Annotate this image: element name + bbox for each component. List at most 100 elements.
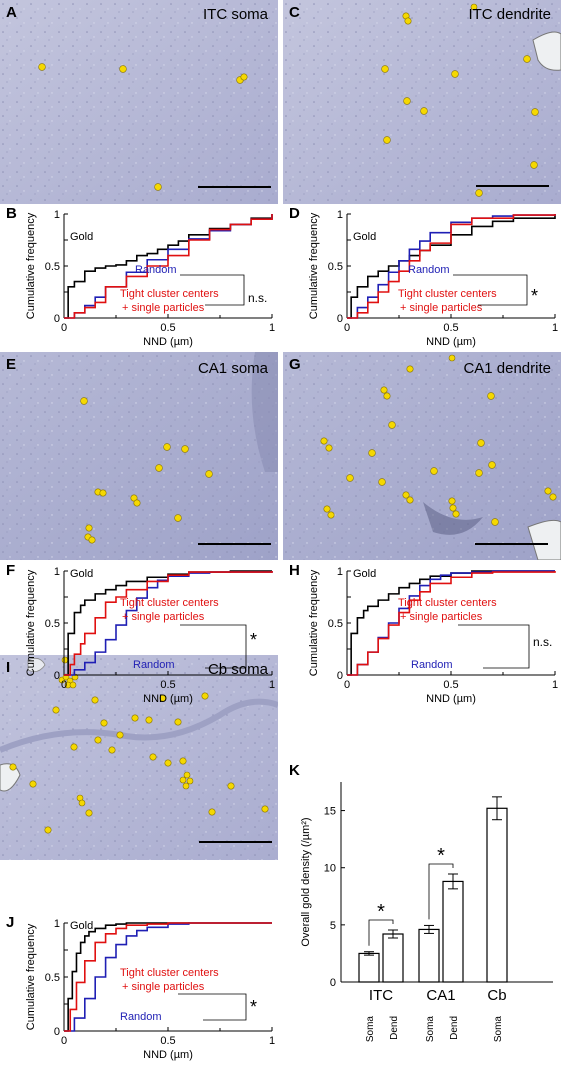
panel-title-cb-soma: Cb soma (207, 661, 268, 678)
group-label: ITC (369, 987, 393, 1004)
cdf-chart-b: B 0 0.5 1 0 0.5 1 NND (µm) Cumulative frequency… (0, 205, 278, 350)
cdf-chart-d: D 0 0.5 1 0 0.5 1 NND (µm) Cumulative frequency… (283, 205, 561, 350)
y-tick-label: 10 (324, 863, 336, 875)
y-tick-label: 5 (330, 920, 336, 932)
group-label: CA1 (426, 987, 455, 1004)
y-tick-label: 0 (54, 1026, 60, 1038)
panel-letter-f: F (6, 562, 16, 579)
x-tick-label: 0.5 (443, 679, 458, 691)
cdf-plot-d: 0 0.5 1 0 0.5 1 NND (µm) Cumulative frequency Go… (308, 209, 558, 348)
y-tick-label: 1 (54, 209, 60, 221)
panel-title-itc-dendrite: ITC dendrite (468, 6, 551, 23)
series-line-tight (64, 214, 273, 319)
micrograph-itc-dendrite: C ITC dendrite (283, 0, 561, 204)
bar-plot-k: 0 5 10 15 Overall gold density (/µm²) Soma Den… (300, 782, 553, 1043)
cdf-chart-h: H 0 0.5 1 0 0.5 1 NND (µm) Cumulative frequency… (283, 562, 561, 707)
y-tick-label: 0.5 (45, 972, 60, 984)
group-label: Cb (487, 987, 506, 1004)
significance-label: n.s. (533, 635, 552, 649)
y-tick-label: 0 (337, 670, 343, 682)
panel-letter-a: A (6, 4, 17, 21)
x-tick-label: 0 (61, 322, 67, 334)
x-tick-label: 0 (61, 1035, 67, 1047)
y-tick-label: 0.5 (328, 261, 343, 273)
significance-label: * (250, 997, 257, 1017)
bar (442, 880, 464, 983)
label-tight-1: Tight cluster centers (120, 967, 219, 979)
panel-title-ca1-dendrite: CA1 dendrite (463, 360, 551, 377)
label-random: Random (135, 264, 177, 276)
x-tick-label: 0.5 (443, 322, 458, 334)
micrograph-ca1-soma: E CA1 soma (0, 352, 278, 560)
panel-letter-b: B (6, 205, 17, 222)
x-tick-label: 0 (61, 679, 67, 691)
series-line-gold (64, 570, 272, 676)
series-line-random (347, 214, 556, 319)
category-label: Soma (365, 1016, 376, 1043)
series-line-tight (64, 922, 272, 1032)
label-tight-1: Tight cluster centers (120, 288, 219, 300)
panel-letter-g: G (289, 356, 301, 373)
y-axis-label: Cumulative frequency (25, 212, 37, 319)
significance-label: * (437, 845, 445, 867)
y-tick-label: 0 (330, 977, 336, 989)
series-line-tight (347, 214, 556, 319)
series-line-gold (64, 922, 272, 1032)
micrograph-cb-soma: I Cb soma (0, 655, 278, 860)
cdf-chart-j: J 0 0.5 1 0 0.5 1 NND (µm) Cumulative frequency… (0, 914, 278, 1063)
x-axis-label: NND (µm) (426, 336, 476, 348)
series-line-tight (347, 571, 556, 676)
significance-label: n.s. (248, 291, 267, 305)
label-gold: Gold (70, 231, 93, 243)
label-random: Random (408, 264, 450, 276)
series-line-gold (64, 214, 273, 319)
panel-title-ca1-soma: CA1 soma (197, 360, 268, 377)
significance-bracket (180, 274, 245, 306)
panel-letter-e: E (6, 356, 17, 373)
significance-label: * (250, 630, 257, 650)
gold-particles (38, 63, 248, 191)
significance-bracket (368, 919, 394, 946)
bar (382, 933, 404, 983)
y-tick-label: 0 (54, 313, 60, 325)
x-axis-label: NND (µm) (143, 1049, 193, 1061)
panel-letter-h: H (289, 562, 300, 579)
x-tick-label: 0.5 (160, 322, 175, 334)
y-tick-label: 1 (337, 566, 343, 578)
y-tick-label: 1 (337, 209, 343, 221)
panel-title-itc-soma: ITC soma (202, 6, 268, 23)
label-gold: Gold (353, 568, 376, 580)
category-label: Soma (493, 1016, 504, 1043)
x-tick-label: 0 (344, 679, 350, 691)
significance-bracket (180, 624, 247, 669)
cdf-plot-h: 0 0.5 1 0 0.5 1 NND (µm) Cumulative frequency Go… (308, 566, 558, 705)
label-tight-1: Tight cluster centers (398, 288, 497, 300)
y-axis-label: Cumulative frequency (25, 569, 37, 676)
series-line-random (64, 922, 272, 1032)
panel-letter-i: I (6, 659, 11, 676)
bar (418, 928, 440, 983)
significance-bracket (458, 624, 530, 669)
cdf-plot-f: 0 0.5 1 0 0.5 1 NND (µm) Cumulative frequency Go… (25, 566, 275, 705)
x-tick-label: 0.5 (160, 679, 175, 691)
label-tight-1: Tight cluster centers (120, 597, 219, 609)
label-gold: Gold (70, 568, 93, 580)
micrograph-ca1-dendrite: G CA1 dendrite (283, 352, 561, 560)
x-axis-label: NND (µm) (143, 693, 193, 705)
y-tick-label: 0.5 (45, 261, 60, 273)
x-tick-label: 0 (344, 322, 350, 334)
x-axis-label: NND (µm) (426, 693, 476, 705)
x-tick-label: 1 (269, 1035, 275, 1047)
y-tick-label: 0 (337, 313, 343, 325)
x-tick-label: 1 (269, 679, 275, 691)
y-axis-label: Cumulative frequency (308, 212, 320, 319)
y-tick-label: 15 (324, 806, 336, 818)
y-axis-label: Cumulative frequency (25, 923, 37, 1030)
y-axis-label: Overall gold density (/µm²) (300, 817, 312, 946)
panel-letter-c: C (289, 4, 300, 21)
label-tight-2: + single particles (122, 302, 205, 314)
micrograph-itc-soma: A ITC soma (0, 0, 278, 204)
label-random: Random (411, 659, 453, 671)
y-tick-label: 0.5 (45, 618, 60, 630)
y-tick-label: 1 (54, 918, 60, 930)
